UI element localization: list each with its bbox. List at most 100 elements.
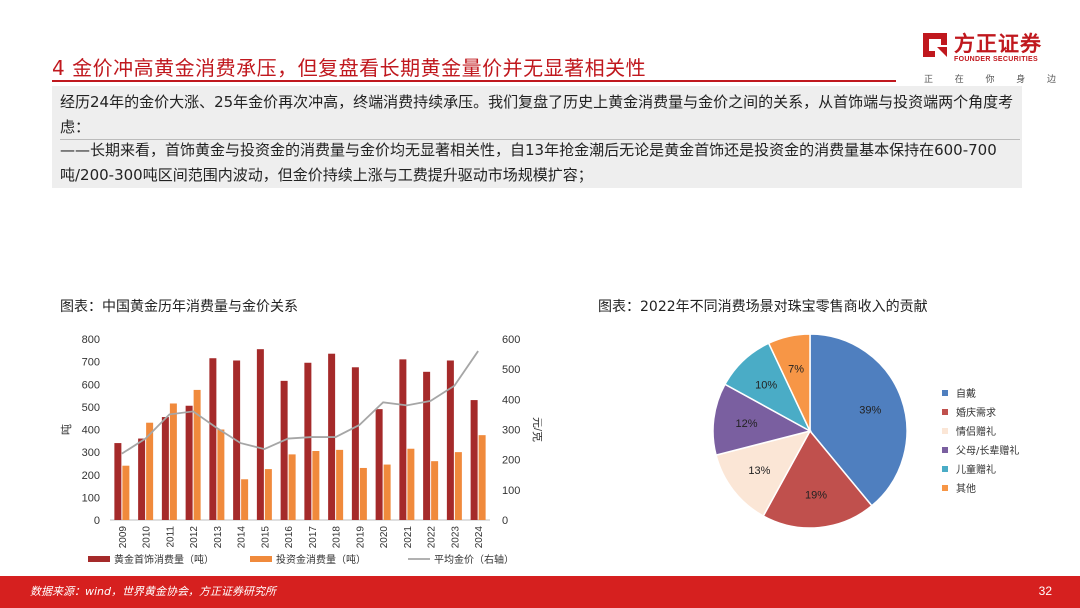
logo-mark-icon xyxy=(923,33,947,57)
pie-legend-item: 其他 xyxy=(942,478,1019,497)
summary-paragraph-2: ——长期来看，首饰黄金与投资金的消费量与金价均无显著相关性，自13年抢金潮后无论… xyxy=(60,141,997,184)
pie-slice-0 xyxy=(809,333,908,507)
bar-investment-2010 xyxy=(146,422,154,520)
bar-jewelry-2010 xyxy=(138,438,146,520)
x-tick-label: 2015 xyxy=(260,526,271,549)
y-tick-label: 600 xyxy=(82,379,100,391)
x-tick-label: 2019 xyxy=(355,526,366,549)
pie-value-label: 39% xyxy=(859,404,881,416)
y-right-tick-label: 500 xyxy=(502,364,520,376)
x-tick-label: 2016 xyxy=(284,526,295,549)
bar-investment-2014 xyxy=(241,479,249,520)
bar-investment-2019 xyxy=(359,467,367,520)
footer-bar: 数据来源：wind，世界黄金协会，方正证券研究所 32 xyxy=(0,576,1080,608)
pie-legend-swatch xyxy=(942,408,948,415)
gold-consumption-chart: 0 100 200 300 400 500 600 700 800 0 100 200 300 400 50… xyxy=(60,334,542,566)
pie-value-label: 19% xyxy=(805,490,827,502)
bar-investment-2020 xyxy=(383,464,391,520)
x-tick-label: 2018 xyxy=(332,526,343,549)
x-tick-label: 2017 xyxy=(308,526,319,549)
bar-investment-2017 xyxy=(312,450,320,520)
bar-investment-2016 xyxy=(288,454,296,520)
pie-value-label: 13% xyxy=(748,465,770,477)
y-axis-label: 吨 xyxy=(60,424,73,435)
y-right-tick-label: 300 xyxy=(502,425,520,437)
slogan-char: 正 xyxy=(924,75,934,85)
page-number: 32 xyxy=(1038,584,1052,598)
pie-legend-label: 婚庆需求 xyxy=(956,408,996,419)
legend-swatch-jewelry xyxy=(88,556,110,562)
bar-investment-2009 xyxy=(122,465,130,520)
bar-jewelry-2022 xyxy=(423,371,431,520)
pie-legend-item: 自戴 xyxy=(942,383,1019,402)
pie-legend-label: 自戴 xyxy=(956,389,976,400)
bar-jewelry-2024 xyxy=(470,400,478,520)
pie-legend-swatch xyxy=(942,446,948,453)
pie-legend-item: 情侣赠礼 xyxy=(942,421,1019,440)
bar-investment-2022 xyxy=(431,461,439,520)
bar-jewelry-2011 xyxy=(161,417,169,520)
bar-investment-2015 xyxy=(264,469,272,520)
x-tick-label: 2009 xyxy=(118,526,129,549)
bar-investment-2012 xyxy=(193,389,201,520)
pie-value-label: 10% xyxy=(755,379,777,391)
bar-jewelry-2021 xyxy=(399,359,407,520)
x-tick-label: 2020 xyxy=(379,526,390,549)
legend-label-price: 平均金价（右轴） xyxy=(434,553,514,566)
line-gold-price xyxy=(121,350,479,455)
pie-value-label: 7% xyxy=(788,364,804,376)
pie-legend-swatch xyxy=(942,427,948,434)
bar-investment-2024 xyxy=(478,435,486,520)
x-tick-label: 2024 xyxy=(474,526,485,549)
x-tick-label: 2012 xyxy=(189,526,200,549)
y-right-axis-label: 元/克 xyxy=(531,417,542,442)
x-tick-label: 2013 xyxy=(213,526,224,549)
pie-slice-5 xyxy=(767,333,811,432)
logo-name-en: FOUNDER SECURITIES xyxy=(954,56,1038,63)
slogan-char: 身 xyxy=(1016,75,1026,85)
pie-legend-label: 其他 xyxy=(956,484,976,495)
pie-legend-item: 儿童赠礼 xyxy=(942,459,1019,478)
bar-jewelry-2017 xyxy=(304,362,312,520)
x-tick-label: 2011 xyxy=(165,526,176,548)
bar-investment-2011 xyxy=(169,403,177,520)
pie-legend-item: 婚庆需求 xyxy=(942,402,1019,421)
title-underline xyxy=(52,80,896,82)
y-right-tick-label: 0 xyxy=(502,515,508,527)
y-right-tick-label: 600 xyxy=(502,334,520,346)
y-right-tick-label: 100 xyxy=(502,485,520,497)
bar-jewelry-2020 xyxy=(375,409,383,520)
legend-label-jewelry: 黄金首饰消费量（吨） xyxy=(114,553,214,566)
pie-legend-label: 情侣赠礼 xyxy=(956,427,996,438)
y-right-tick-label: 400 xyxy=(502,394,520,406)
bar-jewelry-2013 xyxy=(209,358,217,520)
x-tick-label: 2014 xyxy=(237,526,248,549)
bar-jewelry-2015 xyxy=(256,349,264,520)
bar-jewelry-2012 xyxy=(185,405,193,520)
y-tick-label: 0 xyxy=(94,515,100,527)
bar-jewelry-2019 xyxy=(351,367,359,520)
summary-divider xyxy=(60,139,1020,140)
pie-slice-3 xyxy=(712,383,813,457)
pie-legend: 自戴婚庆需求情侣赠礼父母/长辈赠礼儿童赠礼其他 xyxy=(942,383,1019,497)
pie-legend-label: 父母/长辈赠礼 xyxy=(956,446,1020,457)
y-tick-label: 800 xyxy=(82,334,100,346)
y-right-tick-label: 200 xyxy=(502,455,520,467)
slogan: 正 在 你 身 边 xyxy=(924,72,1056,85)
data-source: 数据来源：wind，世界黄金协会，方正证券研究所 xyxy=(30,585,277,598)
retail-revenue-pie-chart: 39% 19% 13% 12% 10% 7% xyxy=(712,333,908,529)
y-tick-label: 700 xyxy=(82,357,100,369)
bar-investment-2021 xyxy=(407,448,415,520)
bar-jewelry-2009 xyxy=(114,443,122,520)
x-tick-label: 2023 xyxy=(450,526,461,549)
summary-box xyxy=(52,86,1022,188)
y-tick-label: 200 xyxy=(82,470,100,482)
bar-jewelry-2016 xyxy=(280,380,288,520)
x-tick-label: 2010 xyxy=(142,526,153,549)
legend-swatch-investment xyxy=(250,556,272,562)
page-title: 4 金价冲高黄金消费承压，但复盘看长期黄金量价并无显著相关性 xyxy=(52,56,647,80)
x-tick-label: 2021 xyxy=(403,526,414,549)
y-tick-label: 400 xyxy=(82,425,100,437)
pie-value-label: 12% xyxy=(735,418,757,430)
pie-slice-2 xyxy=(715,429,812,518)
